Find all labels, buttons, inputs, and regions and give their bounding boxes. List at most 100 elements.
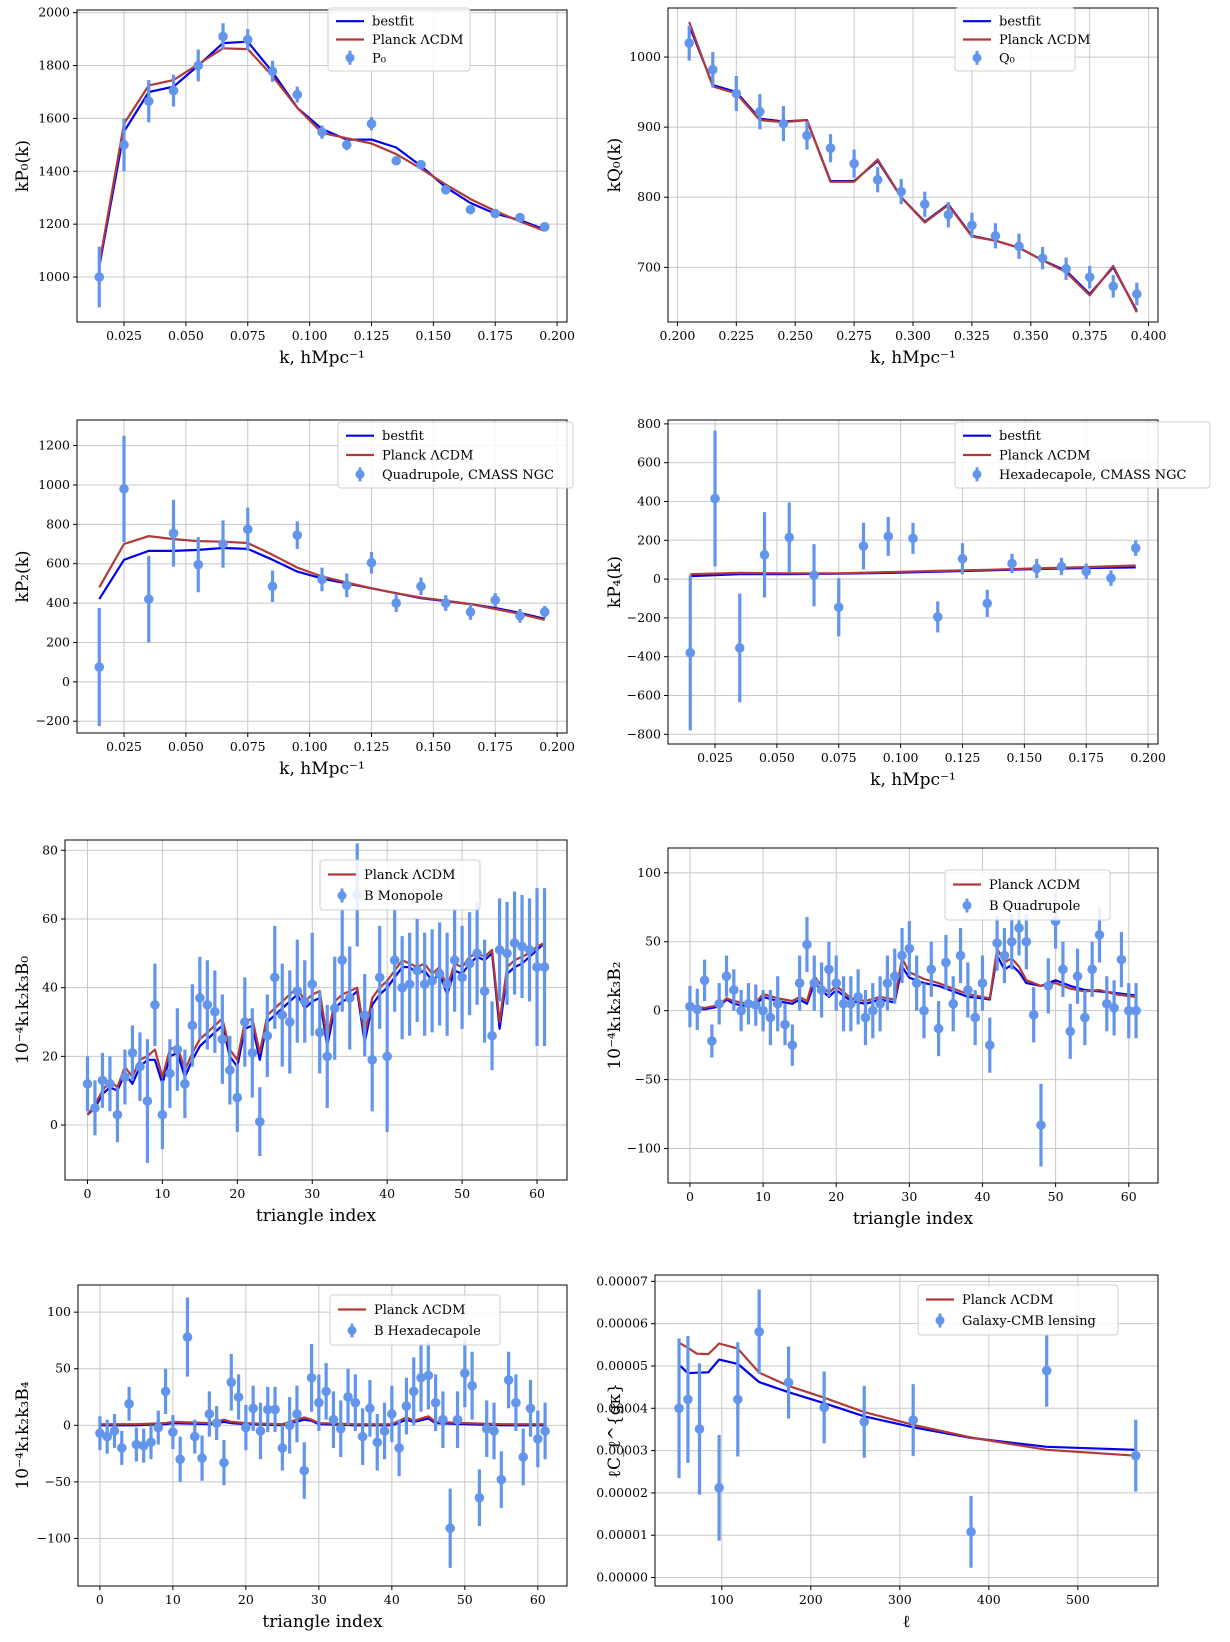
data-point	[387, 1409, 397, 1419]
data-point	[445, 1523, 456, 1534]
data-point	[124, 1399, 134, 1409]
x-tick-label: 0.175	[477, 739, 513, 754]
data-point	[434, 969, 445, 979]
data-point	[982, 598, 993, 609]
data-point	[219, 1457, 229, 1468]
x-tick-label: 0.250	[777, 328, 813, 343]
data-point	[1014, 241, 1024, 252]
data-point	[932, 612, 943, 622]
data-point	[160, 1386, 171, 1397]
plot-area	[685, 430, 1141, 731]
y-tick-label: −100	[37, 1530, 71, 1545]
data-point	[846, 998, 856, 1009]
y-tick-label: 1200	[38, 438, 70, 453]
data-point	[933, 1023, 944, 1034]
axes-frame	[667, 847, 1159, 1184]
data-point	[889, 971, 900, 982]
legend-frame	[329, 1294, 501, 1346]
data-point	[299, 1465, 310, 1476]
data-point	[187, 1020, 198, 1031]
data-point	[496, 1474, 507, 1485]
data-point	[430, 1397, 441, 1408]
data-point	[540, 1426, 550, 1436]
x-axis-label: ℓ	[902, 1612, 910, 1632]
data-point	[467, 1380, 477, 1391]
x-tick-label: 200	[799, 1592, 823, 1607]
x-tick-label: 0.050	[168, 739, 204, 754]
data-point	[539, 962, 550, 972]
data-point	[168, 85, 179, 96]
legend-swatch-marker	[972, 53, 982, 63]
data-point	[472, 948, 482, 959]
y-tick-label: 0	[63, 1417, 71, 1432]
data-point	[240, 1017, 250, 1027]
x-tick-label: 0.100	[883, 750, 919, 765]
legend: Planck ΛCDM Galaxy-CMB lensing	[917, 1284, 1119, 1336]
x-tick-label: 40	[384, 1592, 400, 1607]
data-point	[755, 106, 765, 117]
x-tick-label: 0.075	[230, 739, 266, 754]
data-point	[189, 1431, 200, 1442]
legend-label: bestfit	[999, 429, 1042, 444]
data-point	[423, 1370, 434, 1381]
data-point	[329, 1003, 340, 1014]
x-tick-label: 50	[457, 1592, 473, 1607]
chart-panel-P4: 0.025 0.050 0.075 0.100 0.125 0.150 0.175 0.200…	[605, 416, 1211, 790]
x-axis-label: triangle index	[256, 1206, 377, 1226]
data-point	[897, 950, 907, 961]
data-point	[1123, 1005, 1134, 1016]
x-tick-label: 0.050	[168, 328, 204, 343]
data-point	[710, 493, 720, 504]
legend-label: bestfit	[382, 429, 425, 444]
x-tick-label: 0.350	[1013, 328, 1049, 343]
x-tick-label: 0.125	[354, 739, 390, 754]
data-point	[783, 1377, 794, 1388]
y-tick-label: 50	[55, 1361, 71, 1376]
data-point	[442, 979, 452, 990]
data-point	[999, 950, 1010, 961]
data-point	[533, 1434, 543, 1444]
data-point	[1106, 573, 1116, 583]
data-point	[759, 550, 770, 560]
legend-label: Planck ΛCDM	[962, 1293, 1053, 1308]
data-point	[109, 1426, 120, 1436]
data-point	[1021, 936, 1032, 947]
x-tick-label: 0.125	[354, 328, 390, 343]
x-tick-label: 0.300	[895, 328, 931, 343]
x-tick-label: 50	[454, 1186, 470, 1201]
data-point	[452, 1414, 463, 1425]
y-axis-label: 10⁻⁴k₁k₂k₃B₂	[605, 961, 625, 1069]
legend: Planck ΛCDM B Quadrupole	[944, 869, 1111, 921]
data-point	[883, 531, 894, 542]
legend-frame	[944, 869, 1111, 921]
data-point	[794, 978, 805, 988]
data-point	[119, 484, 129, 494]
y-tick-label: 600	[637, 455, 661, 470]
axes-frame	[667, 419, 1159, 745]
plot-area	[95, 1297, 550, 1568]
data-point	[306, 1372, 317, 1383]
x-tick-label: 0.150	[415, 739, 451, 754]
data-point	[524, 945, 535, 955]
x-tick-label: 0.200	[539, 328, 575, 343]
y-tick-label: 400	[46, 595, 70, 610]
data-point	[112, 1109, 123, 1120]
planck-line	[678, 1341, 1136, 1457]
data-point	[984, 1040, 995, 1050]
data-point	[1061, 263, 1071, 274]
data-point	[941, 957, 951, 968]
data-point	[731, 88, 742, 99]
y-axis-label: 10⁻⁴k₁k₂k₃B₄	[13, 1381, 33, 1489]
x-tick-label: 60	[529, 1186, 545, 1201]
legend-frame	[319, 859, 481, 911]
y-tick-label: 0	[62, 674, 70, 689]
data-point	[685, 648, 696, 658]
axes-frame	[76, 9, 568, 323]
x-tick-label: 0.150	[415, 328, 451, 343]
y-tick-label: 40	[42, 980, 58, 995]
y-tick-label: 200	[637, 532, 661, 547]
data-point	[908, 1415, 918, 1425]
x-tick-label: 30	[311, 1592, 327, 1607]
legend: Planck ΛCDM B Hexadecapole	[329, 1294, 501, 1346]
